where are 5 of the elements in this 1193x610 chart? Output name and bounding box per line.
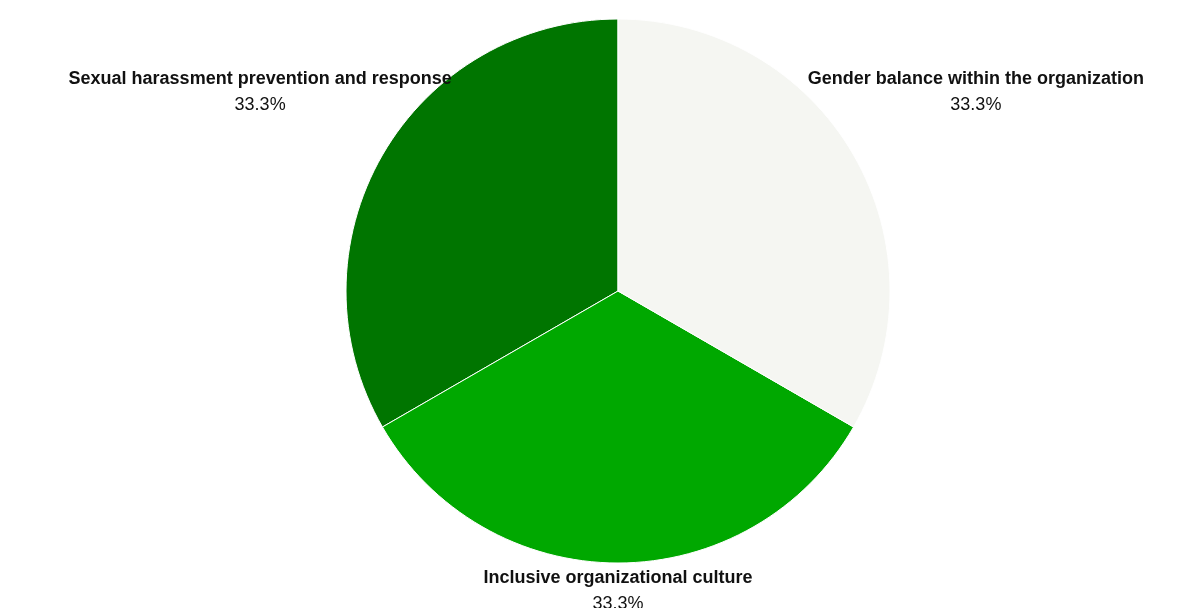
data-label: 33.3% — [234, 94, 286, 115]
slice-label: Sexual harassment prevention and response — [68, 68, 452, 89]
data-label: 33.3% — [950, 94, 1002, 115]
slice-label: Inclusive organizational culture — [483, 567, 753, 587]
slice-label: Gender balance within the organization — [807, 68, 1144, 89]
